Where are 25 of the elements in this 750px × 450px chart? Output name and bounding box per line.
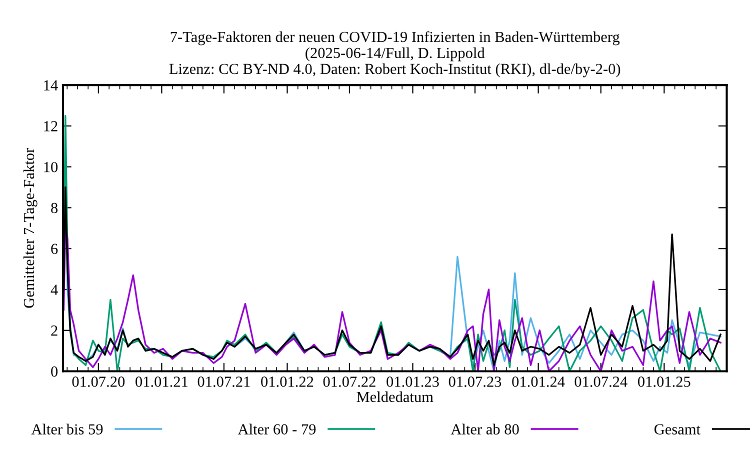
x-tick-label: 01.07.24 [574, 376, 628, 387]
y-tick-label: 12 [44, 121, 58, 132]
chart-title: 7-Tage-Faktoren der neuen COVID-19 Infizierten in Baden-Württemberg (2025-06-14/Full, D. Lippold Lizenz: CC BY-ND 4.0, Daten: Robert Koch-Institut (RKI), dl-de/by-2-0) [169, 31, 620, 78]
x-tick-label: 01.01.22 [261, 376, 314, 387]
x-tick-label: 01.01.24 [512, 376, 565, 387]
x-tick-label: 01.07.23 [448, 376, 502, 387]
x-tick-label: 01.07.22 [323, 376, 376, 387]
x-tick-label: 01.01.23 [386, 376, 439, 387]
x-axis-title: Meldedatum [356, 391, 434, 402]
legend-label: Gesamt [654, 424, 700, 434]
y-tick-label: 4 [50, 284, 58, 295]
x-tick-label: 01.01.25 [638, 376, 690, 387]
legend-label: Alter 60 - 79 [238, 424, 316, 434]
x-tick-label: 01.01.21 [136, 376, 188, 387]
legend-label: Alter bis 59 [31, 424, 103, 434]
y-tick-label: 0 [51, 366, 58, 377]
y-axis-title: Gemittelter 7-Tage-Faktor [23, 148, 38, 308]
legend-label: Alter ab 80 [450, 424, 519, 434]
x-tick-label: 01.07.21 [198, 376, 250, 387]
y-tick-label: 10 [44, 162, 58, 172]
y-tick-label: 2 [51, 326, 58, 336]
x-tick-label: 01.07.20 [72, 376, 125, 387]
y-tick-label: 14 [44, 80, 58, 90]
y-tick-label: 8 [51, 202, 58, 214]
y-tick-label: 6 [51, 244, 58, 254]
